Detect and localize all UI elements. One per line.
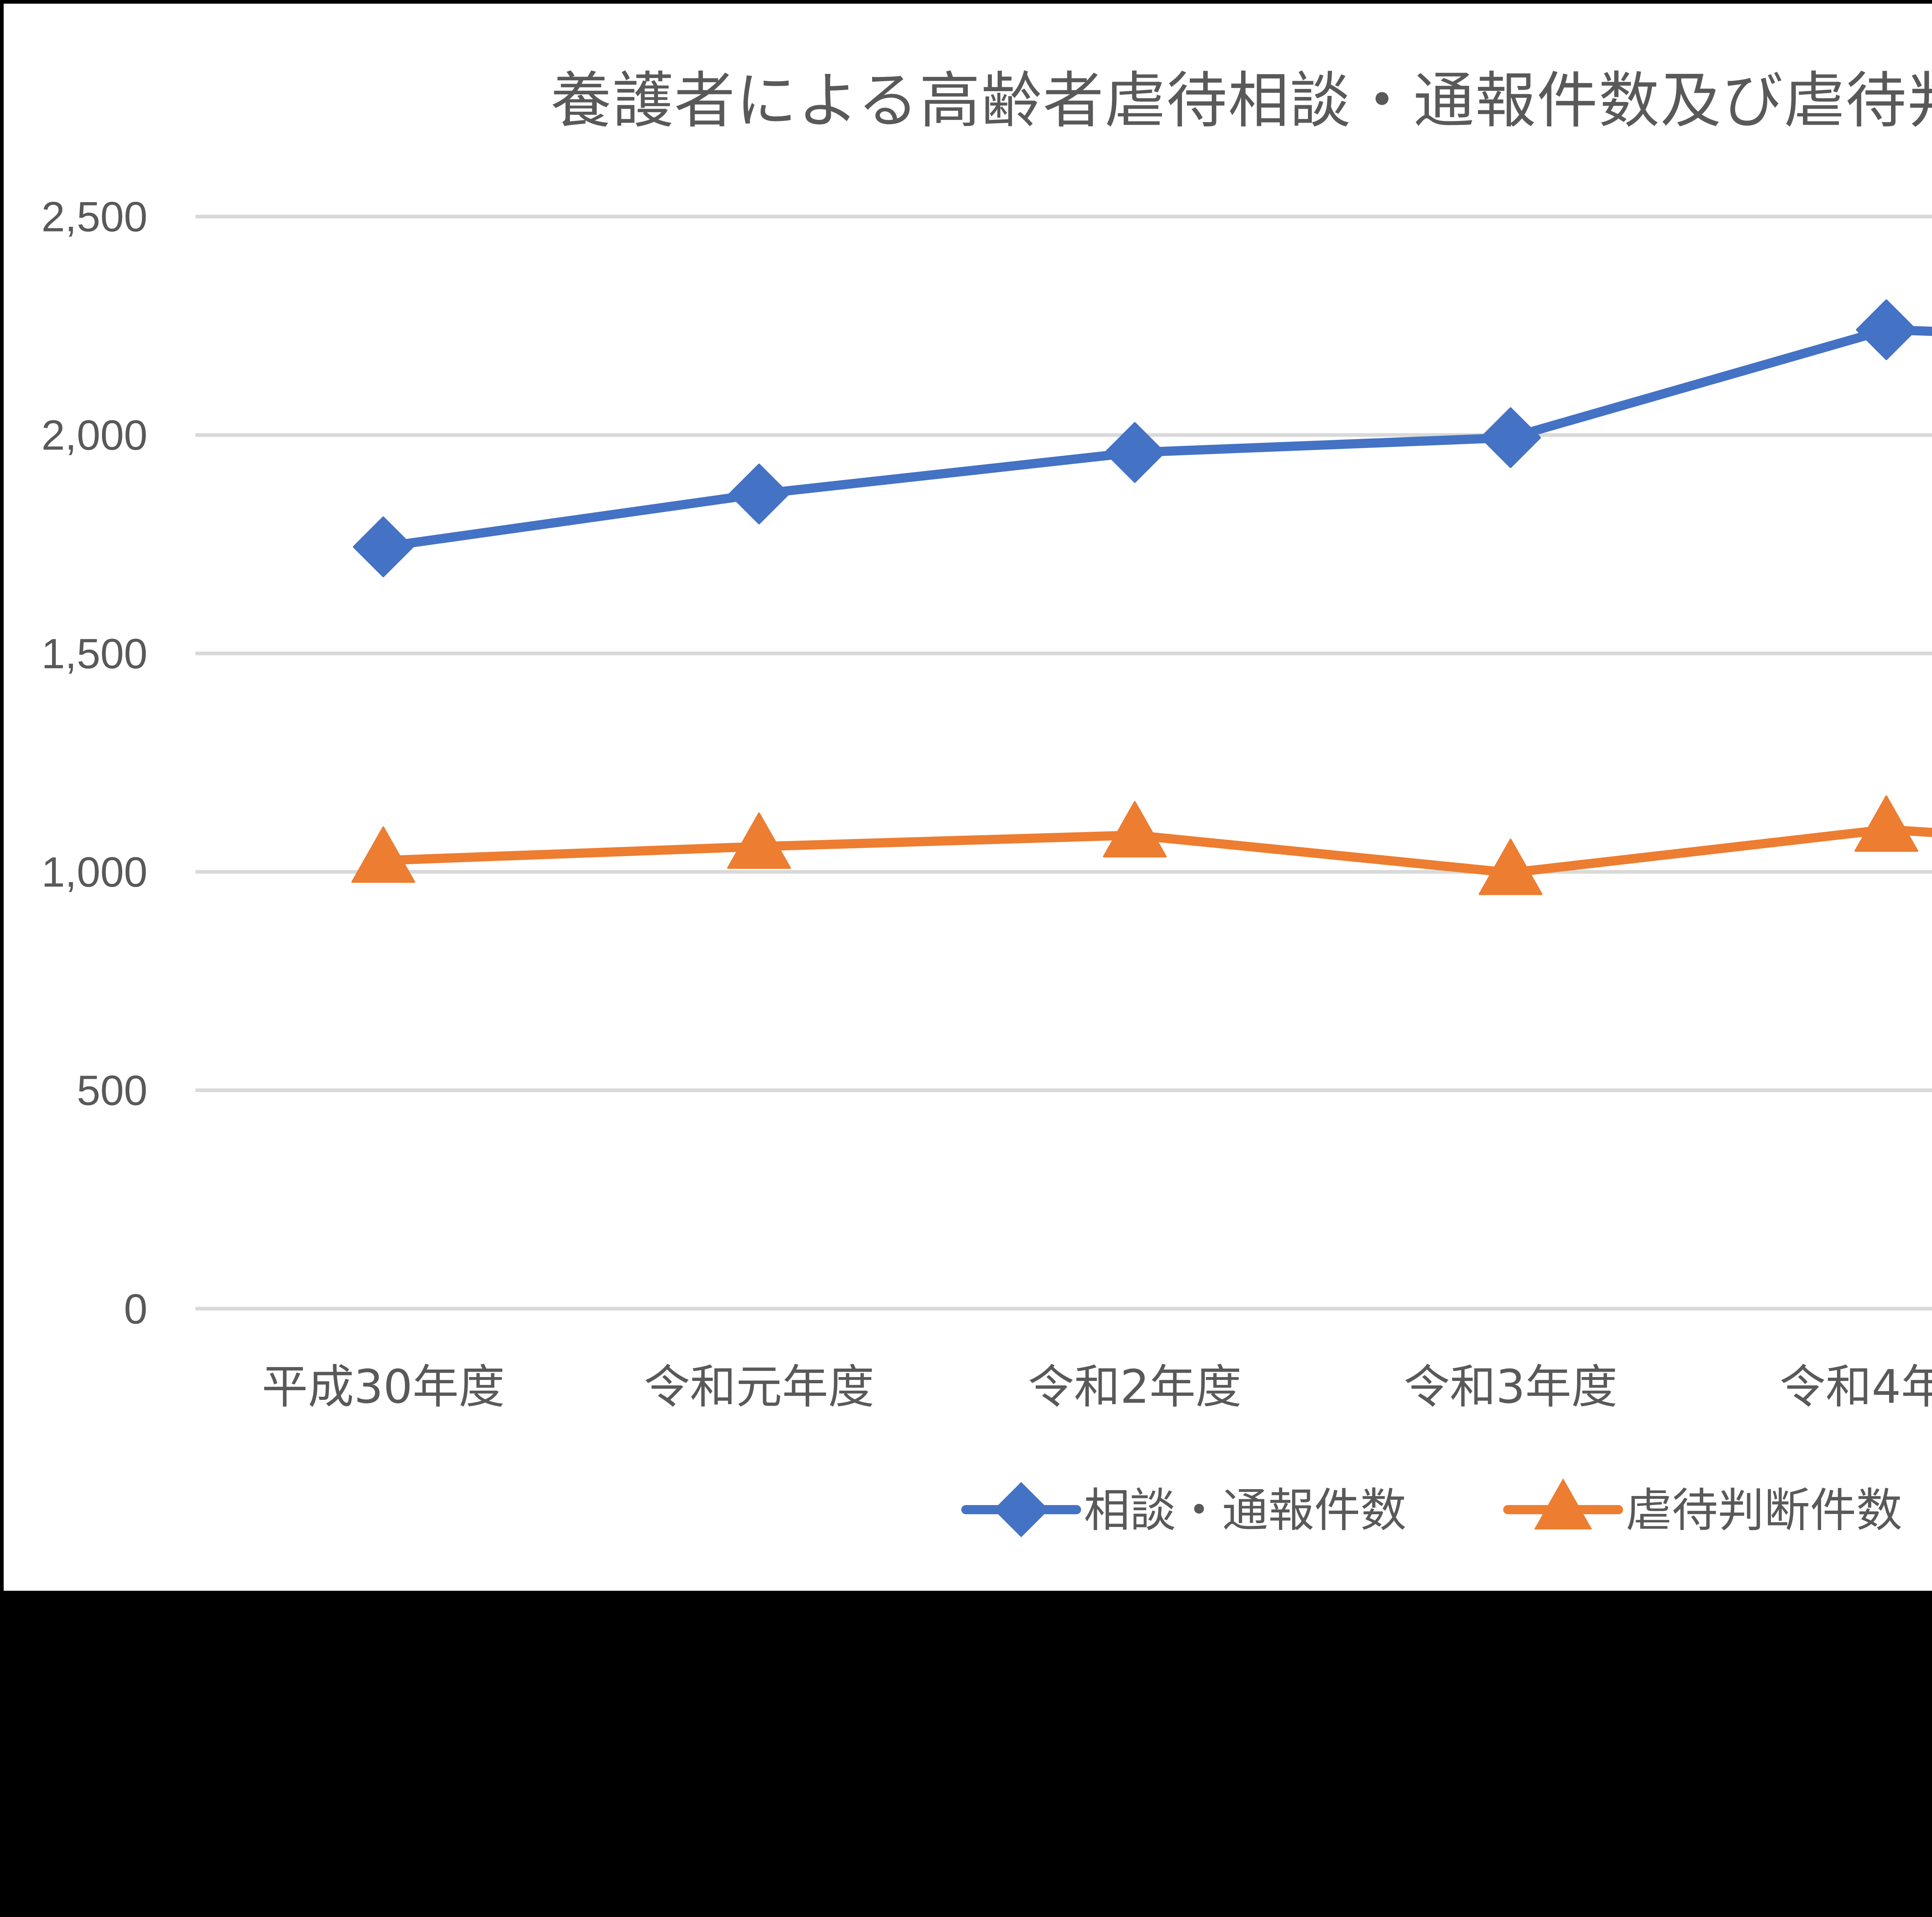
- x-tick-label: 令和2年度: [1028, 1360, 1242, 1414]
- diamond-marker-icon[interactable]: [1480, 407, 1541, 468]
- x-tick-label: 平成30年度: [262, 1360, 505, 1414]
- y-tick-label: 1,000: [41, 849, 148, 896]
- diamond-marker-icon[interactable]: [1104, 422, 1165, 483]
- diamond-marker-icon[interactable]: [728, 463, 790, 524]
- x-tick-label: 令和3年度: [1404, 1360, 1617, 1414]
- y-tick-label: 1,500: [41, 630, 148, 678]
- y-axis-labels: 0 500 1,000 1,500 2,000 2,500: [41, 194, 148, 1333]
- y-tick-label: 2,000: [41, 412, 148, 459]
- diamond-marker-icon[interactable]: [1856, 299, 1917, 360]
- diamond-marker-icon: [993, 1482, 1049, 1537]
- triangle-marker-icon[interactable]: [727, 812, 791, 869]
- series-line: [383, 325, 1932, 552]
- series-lines: [351, 299, 1932, 895]
- x-tick-label: 令和4年度: [1779, 1360, 1932, 1414]
- triangle-marker-icon: [1534, 1478, 1592, 1530]
- legend-item-consultations[interactable]: 相談・通報件数: [961, 1482, 1406, 1537]
- triangle-marker-icon[interactable]: [351, 826, 415, 883]
- x-tick-label: 令和元年度: [644, 1360, 874, 1414]
- chart-area: [3, 3, 1932, 1591]
- diamond-marker-icon[interactable]: [353, 516, 414, 577]
- legend: 相談・通報件数 虐待判断件数: [961, 1478, 1902, 1537]
- triangle-marker-icon[interactable]: [1478, 838, 1543, 895]
- triangle-marker-icon[interactable]: [1103, 801, 1167, 858]
- y-tick-label: 2,500: [41, 194, 148, 241]
- triangle-marker-icon[interactable]: [1854, 795, 1918, 852]
- series-1: [351, 795, 1932, 895]
- x-axis-labels: 平成30年度令和元年度令和2年度令和3年度令和4年度令和5年度令和6年度: [262, 1360, 1932, 1414]
- legend-item-abuse-determinations[interactable]: 虐待判断件数: [1503, 1478, 1902, 1537]
- legend-label-consultations: 相談・通報件数: [1084, 1484, 1406, 1537]
- legend-label-abuse-determinations: 虐待判断件数: [1626, 1484, 1902, 1537]
- y-tick-label: 500: [77, 1067, 148, 1114]
- chart-title: 養護者による高齢者虐待相談・通報件数及び虐待判断件数の推移: [551, 64, 1932, 136]
- y-tick-label: 0: [124, 1285, 148, 1333]
- gridlines: [195, 215, 1932, 1311]
- series-0: [353, 299, 1932, 577]
